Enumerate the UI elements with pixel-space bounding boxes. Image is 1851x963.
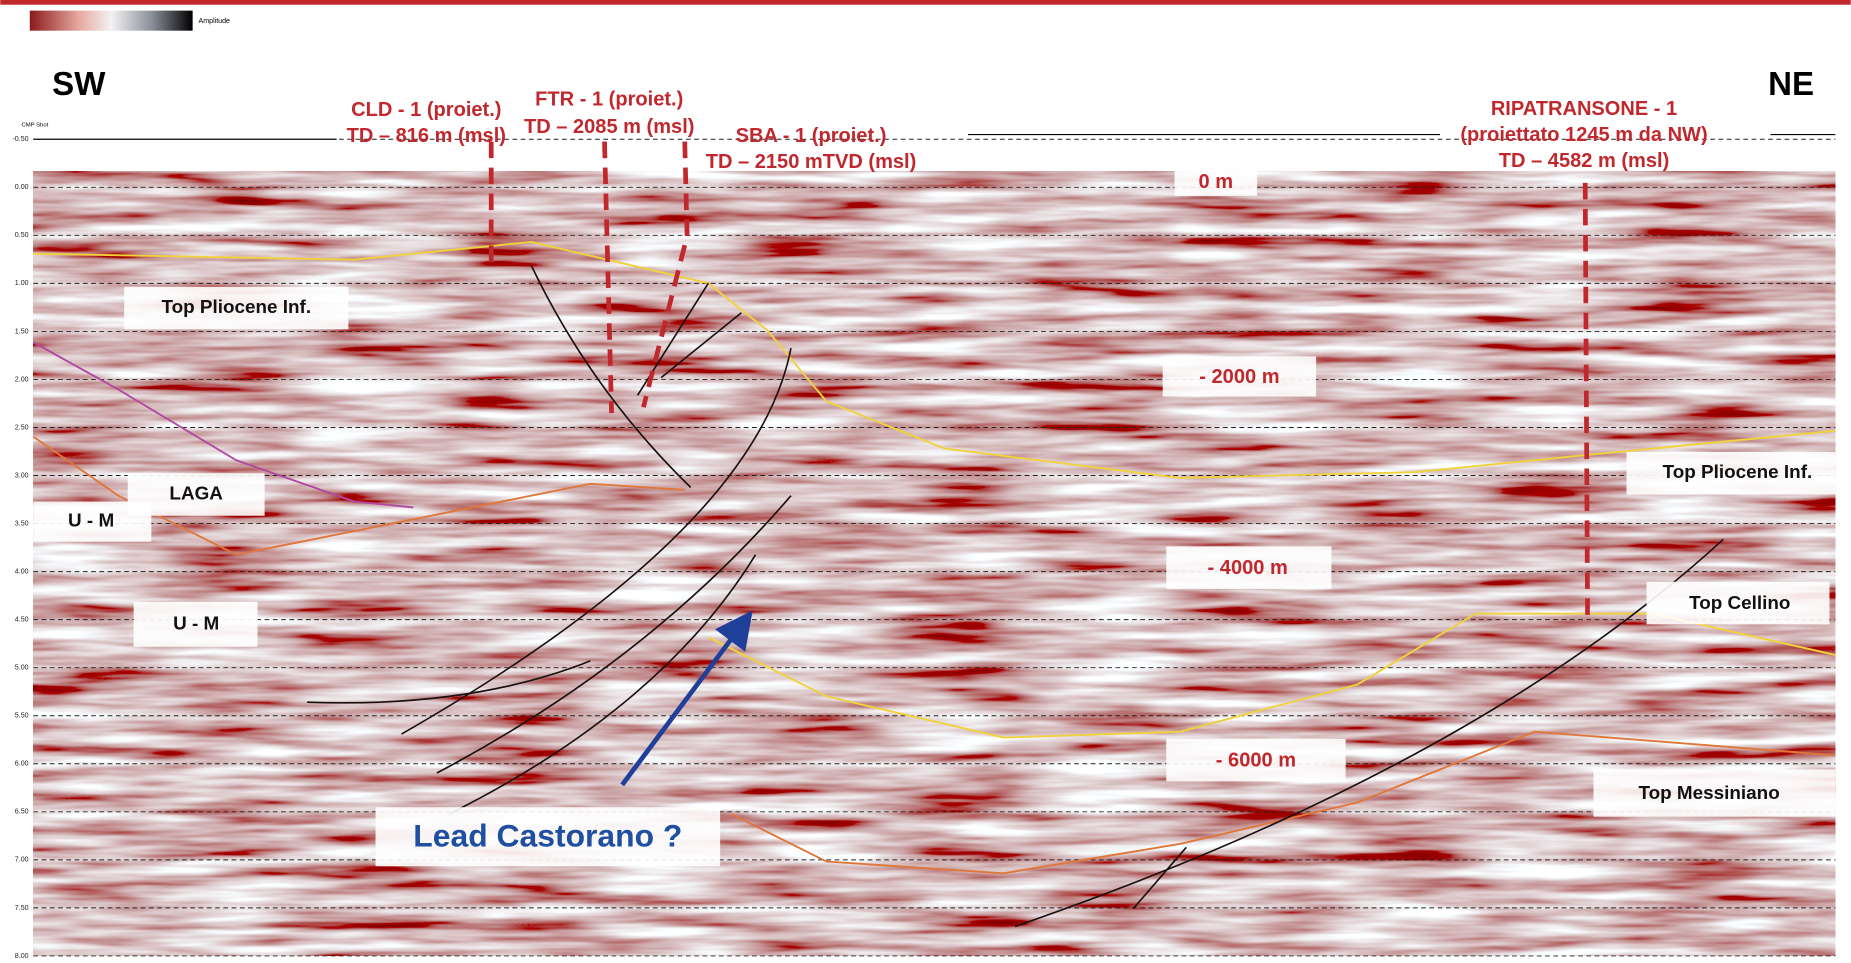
depth-labels: 0 m - 2000 m - 4000 m - 6000 m (1162, 167, 1346, 782)
label-box (1166, 738, 1346, 782)
label-box (375, 807, 721, 867)
depth-label: 0 m (1199, 171, 1234, 193)
time-tick-label: 4.00 (15, 567, 29, 575)
fault (436, 495, 792, 774)
horizon (707, 612, 1836, 739)
lead-label: Lead Castorano ? (413, 817, 682, 853)
time-tick-label: 7.50 (15, 904, 29, 912)
well-name: SBA - 1 (proiet.) (736, 125, 887, 147)
depth-label: - 6000 m (1216, 749, 1296, 771)
time-tick-label: 5.50 (15, 712, 29, 720)
depth-label: - 2000 m (1199, 366, 1279, 388)
label-box (1626, 451, 1836, 495)
label-box (1174, 167, 1258, 196)
horizon-label: LAGA (169, 483, 223, 504)
time-tick-label: 2.00 (15, 375, 29, 383)
fault (401, 347, 792, 735)
well-name: RIPATRANSONE - 1 (1491, 98, 1677, 120)
well-trace (641, 141, 690, 408)
label-box (1646, 581, 1830, 625)
time-tick-label: 6.50 (15, 808, 29, 816)
well-td: TD – 4582 m (msl) (1499, 150, 1669, 172)
time-tick-label: 4.50 (15, 616, 29, 624)
fault (1132, 846, 1187, 910)
time-tick-label: 7.00 (15, 856, 29, 864)
well-trace (602, 141, 614, 414)
axis-title: CMP Shot (22, 123, 49, 129)
wells (488, 141, 1590, 620)
time-tick-label: -0.50 (12, 135, 28, 143)
well-td: TD – 2085 m (msl) (524, 116, 694, 138)
well-name: FTR - 1 (proiet.) (535, 89, 683, 111)
well-note: (proiettato 1245 m da NW) (1460, 124, 1707, 146)
label-box (33, 501, 152, 542)
horizon-label: U - M (173, 613, 219, 634)
well-td: TD – 816 m (msl) (347, 125, 506, 147)
horizon-label: Top Pliocene Inf. (161, 297, 311, 318)
colorbar (29, 10, 193, 31)
horizon (32, 341, 414, 509)
time-tick-label: 2.50 (15, 423, 29, 431)
time-tick-label: 0.00 (15, 183, 29, 191)
label-box (1593, 769, 1836, 817)
time-tick-label: 8.00 (15, 952, 29, 960)
fault (530, 265, 692, 488)
depth-label: - 4000 m (1208, 557, 1288, 579)
fault (660, 312, 742, 379)
orientation-right: NE (1768, 66, 1814, 103)
time-grid: -0.50 0.00 0.50 1.00 1.50 2.00 2.50 3.00 3.50 4.0… (12, 135, 1836, 960)
horizon (33, 240, 1836, 479)
horizon (32, 435, 685, 556)
time-tick-label: 5.00 (15, 664, 29, 672)
time-tick-label: 1.50 (15, 327, 29, 335)
horizons (32, 240, 1836, 875)
colorbar-title: Amplitude (199, 17, 231, 25)
fault (448, 554, 757, 816)
well-labels: CLD - 1 (proiet.) TD – 816 m (msl) FTR -… (347, 89, 1708, 174)
horizon-label: U - M (68, 511, 114, 532)
horizon-label: Top Cellino (1689, 593, 1790, 614)
top-bar (0, 0, 1851, 5)
well-td: TD – 2150 mTVD (msl) (706, 151, 917, 173)
orientation-left: SW (52, 66, 106, 103)
horizon-label: Top Pliocene Inf. (1663, 462, 1813, 483)
time-tick-label: 3.00 (15, 471, 29, 479)
time-tick-label: 1.00 (15, 279, 29, 287)
label-box (133, 601, 258, 647)
label-box (1166, 546, 1332, 589)
lead-arrow (620, 610, 753, 787)
label-box (1162, 356, 1317, 397)
label-box (124, 286, 349, 330)
horizon (731, 730, 1836, 875)
well-trace (1582, 182, 1590, 620)
horizon-label: Top Messiniano (1639, 783, 1780, 804)
well-name: CLD - 1 (proiet.) (351, 99, 501, 121)
horizon-labels: Top Pliocene Inf. LAGA U - M U - M Top P… (33, 286, 1836, 817)
time-tick-label: 6.00 (15, 760, 29, 768)
time-tick-label: 3.50 (15, 519, 29, 527)
time-tick-label: 0.50 (15, 231, 29, 239)
fault (307, 660, 591, 704)
